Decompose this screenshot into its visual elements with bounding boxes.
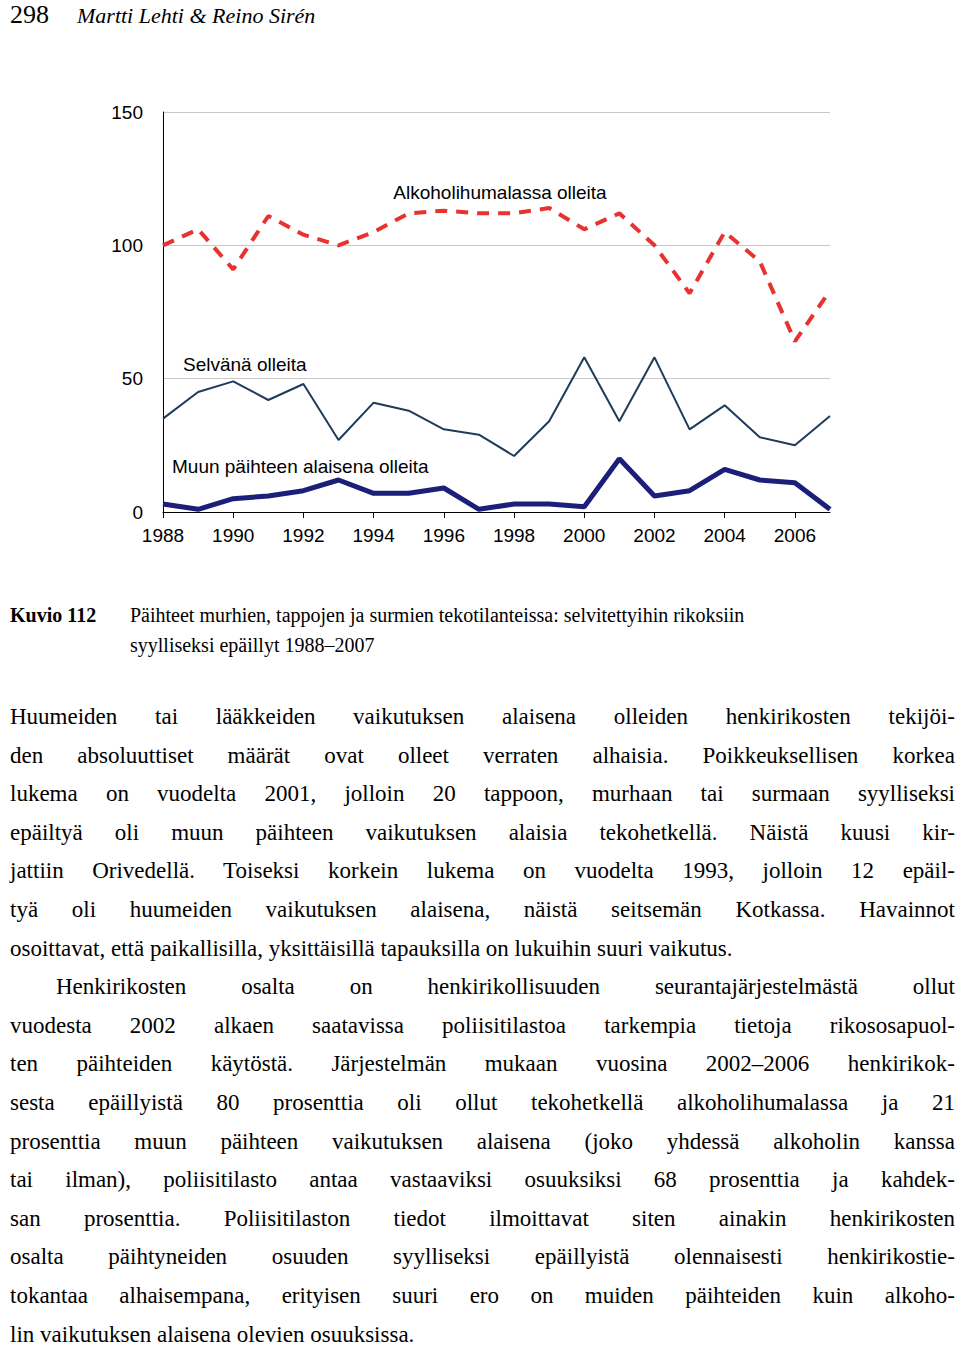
- html-text:syylliseksi epäillyt 1988–2007: syylliseksi epäillyt 1988–2007: [130, 634, 375, 656]
- svg-text:2002: 2002: [633, 525, 675, 546]
- html-text:tyä oli huumeiden vaikutuksen: tyä oli huumeiden vaikutuksen alaisena, …: [10, 897, 955, 922]
- html-text:epäiltyä oli muun päihteen vai: epäiltyä oli muun päihteen vaikutuksen a…: [10, 819, 955, 845]
- html-text:osalta päihtyneiden osuuden sy: osalta päihtyneiden osuuden syylliseksi …: [10, 1244, 955, 1270]
- html-text:Päihteet murhien, tappojen ja: Päihteet murhien, tappojen ja surmien te…: [130, 604, 745, 626]
- svg-text:1990: 1990: [212, 525, 254, 546]
- html-text:298: 298: [10, 0, 49, 29]
- svg-text:Selvänä olleita: Selvänä olleita: [183, 354, 307, 375]
- svg-text:1996: 1996: [423, 525, 465, 546]
- html-text:Huumeiden tai lääkkeiden vaiku: Huumeiden tai lääkkeiden vaikutuksen ala…: [10, 704, 955, 729]
- html-text:lin vaikutuksen alaisena olevi: lin vaikutuksen alaisena olevien osuuksi…: [10, 1321, 415, 1347]
- svg-text:2006: 2006: [774, 525, 816, 546]
- html-text:vuodesta 2002 alkaen saataviss: vuodesta 2002 alkaen saatavissa poliisit…: [10, 1012, 955, 1038]
- svg-text:150: 150: [111, 102, 143, 123]
- html-text:Martti Lehti & Reino Sirén: Martti Lehti & Reino Sirén: [77, 3, 316, 28]
- html-text:ten päihteiden käytöstä. Järje: ten päihteiden käytöstä. Järjestelmän mu…: [10, 1051, 955, 1077]
- svg-text:0: 0: [132, 502, 143, 523]
- svg-text:2000: 2000: [563, 525, 605, 546]
- svg-text:1998: 1998: [493, 525, 535, 546]
- html-text:Kuvio 112: Kuvio 112: [10, 604, 97, 626]
- html-text:prosenttia muun päihteen vaiku: prosenttia muun päihteen vaikutuksen ala…: [10, 1128, 955, 1154]
- html-text:tai ilman), poliisitilasto ant: tai ilman), poliisitilasto antaa vastaav…: [10, 1167, 955, 1193]
- svg-text:1992: 1992: [282, 525, 324, 546]
- svg-text:2004: 2004: [704, 525, 747, 546]
- html-text:den absoluuttiset määrät ovat: den absoluuttiset määrät ovat olleet ver…: [10, 742, 955, 768]
- svg-text:100: 100: [111, 235, 143, 256]
- html-text:jattiin Orivedellä. Toiseksi k: jattiin Orivedellä. Toiseksi korkein luk…: [10, 858, 955, 884]
- html-text:lukema on vuodelta 2001, jollo: lukema on vuodelta 2001, jolloin 20 tapp…: [10, 781, 955, 807]
- html-text:osoittavat, että paikallisilla: osoittavat, että paikallisilla, yksittäi…: [10, 935, 733, 961]
- svg-text:1994: 1994: [352, 525, 395, 546]
- html-text:sesta epäillyistä 80 prosentti: sesta epäillyistä 80 prosenttia oli ollu…: [10, 1089, 955, 1115]
- html-text:tokantaa alhaisempana, erityis: tokantaa alhaisempana, erityisen suuri e…: [10, 1282, 955, 1308]
- svg-text:Muun päihteen alaisena olleita: Muun päihteen alaisena olleita: [172, 456, 429, 477]
- svg-text:Alkoholihumalassa olleita: Alkoholihumalassa olleita: [393, 182, 607, 203]
- svg-text:1988: 1988: [142, 525, 184, 546]
- html-text:san prosenttia. Poliisitilasto: san prosenttia. Poliisitilaston tiedot i…: [10, 1205, 955, 1231]
- html-text:Henkirikosten osalta on henkir: Henkirikosten osalta on henkirikollisuud…: [56, 974, 955, 1000]
- svg-text:50: 50: [122, 368, 143, 389]
